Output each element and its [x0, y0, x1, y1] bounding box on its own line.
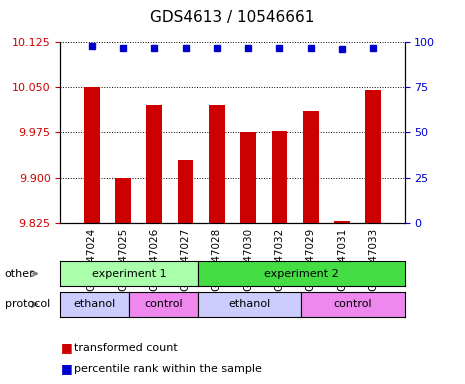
Text: control: control — [144, 299, 183, 310]
Bar — [178, 160, 193, 223]
Text: control: control — [333, 299, 372, 310]
Text: experiment 2: experiment 2 — [264, 268, 339, 279]
Text: protocol: protocol — [5, 299, 50, 310]
Text: other: other — [5, 268, 34, 279]
Bar — [84, 87, 100, 223]
Bar — [272, 131, 287, 223]
Bar — [334, 221, 350, 223]
Bar — [146, 106, 162, 223]
Text: GDS4613 / 10546661: GDS4613 / 10546661 — [150, 10, 315, 25]
Text: percentile rank within the sample: percentile rank within the sample — [74, 364, 262, 374]
Text: ■: ■ — [60, 362, 72, 375]
Bar — [303, 111, 319, 223]
Text: experiment 1: experiment 1 — [92, 268, 166, 279]
Text: transformed count: transformed count — [74, 343, 178, 353]
Bar — [365, 90, 381, 223]
Text: ■: ■ — [60, 341, 72, 354]
Text: ethanol: ethanol — [74, 299, 116, 310]
Bar — [240, 132, 256, 223]
Bar — [209, 106, 225, 223]
Bar — [115, 177, 131, 223]
Text: ethanol: ethanol — [229, 299, 271, 310]
